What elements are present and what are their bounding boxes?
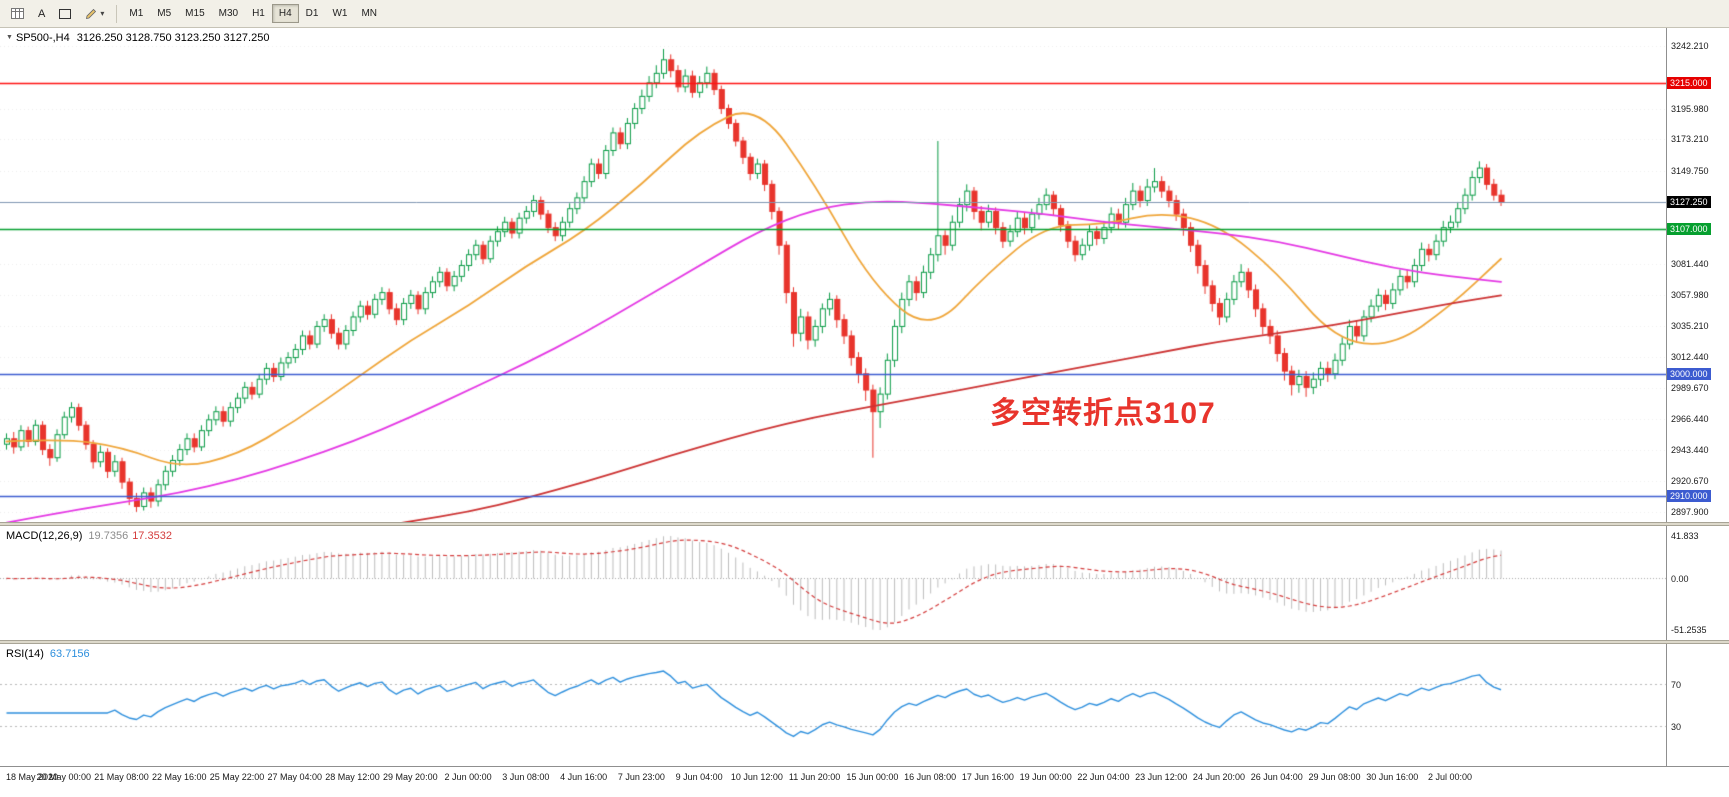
macd-label: MACD(12,26,9) 19.7356 17.3532 <box>6 530 172 542</box>
price-level-badge: 3000.000 <box>1667 367 1711 380</box>
cursor-tool-button[interactable]: A <box>32 5 51 23</box>
rsi-name: RSI(14) <box>6 648 44 660</box>
time-axis-label: 2 Jun 00:00 <box>444 772 492 782</box>
time-axis-label: 22 Jun 04:00 <box>1077 772 1130 782</box>
time-axis-label: 16 Jun 08:00 <box>904 772 957 782</box>
pencil-icon <box>86 8 97 19</box>
time-axis-label: 19 Jun 00:00 <box>1019 772 1072 782</box>
time-axis-label: 26 Jun 04:00 <box>1250 772 1303 782</box>
time-axis-label: 21 May 08:00 <box>94 772 149 782</box>
price-axis[interactable]: 3242.210 3195.980 3173.210 3149.750 3081.440… <box>1666 28 1729 522</box>
price-level-badge: 2910.000 <box>1667 489 1711 502</box>
rsi-level-label: 30 <box>1671 721 1682 732</box>
price-level-badge: 3107.000 <box>1667 222 1711 235</box>
timeframe-m30[interactable]: M30 <box>212 4 245 23</box>
panel-splitter[interactable] <box>0 640 1729 644</box>
time-axis-label: 30 Jun 16:00 <box>1366 772 1419 782</box>
macd-canvas[interactable] <box>0 526 1666 640</box>
time-axis-label: 15 Jun 00:00 <box>846 772 899 782</box>
price-tick: 3195.980 <box>1671 103 1709 114</box>
time-axis-label: 4 Jun 16:00 <box>560 772 608 782</box>
rsi-axis[interactable]: 70 30 <box>1666 644 1729 766</box>
macd-name: MACD(12,26,9) <box>6 530 83 542</box>
windows-grid-icon[interactable] <box>5 5 30 22</box>
price-tick: 2966.440 <box>1671 414 1709 425</box>
price-tick: 2943.440 <box>1671 445 1709 456</box>
main-chart-panel: ▼ SP500-,H4 3126.250 3128.750 3123.250 312… <box>0 28 1729 522</box>
rsi-level-label: 70 <box>1671 679 1682 690</box>
macd-axis[interactable]: 41.833 0.00 -51.2535 <box>1666 526 1729 640</box>
macd-axis-label: 41.833 <box>1671 531 1699 541</box>
price-tick: 3035.210 <box>1671 321 1709 332</box>
draw-tool-button[interactable]: ▾ <box>79 5 110 23</box>
time-axis-label: 3 Jun 08:00 <box>502 772 550 782</box>
time-axis-label: 11 Jun 20:00 <box>788 772 841 782</box>
macd-panel: MACD(12,26,9) 19.7356 17.3532 41.833 0.00 -5… <box>0 526 1729 640</box>
price-tick: 3149.750 <box>1671 166 1709 177</box>
time-axis-label: 2 Jul 00:00 <box>1427 772 1473 782</box>
time-axis[interactable]: 18 May 2020 20 May 00:00 21 May 08:00 22 Ma… <box>0 766 1729 797</box>
toolbar-separator <box>116 4 118 23</box>
timeframe-w1[interactable]: W1 <box>325 4 354 23</box>
rsi-panel: RSI(14) 63.7156 70 30 <box>0 644 1729 766</box>
chart-annotation-text[interactable]: 多空转折点3107 <box>990 397 1216 430</box>
caret-down-icon: ▾ <box>100 9 105 18</box>
time-axis-label: 9 Jun 04:00 <box>675 772 723 782</box>
time-axis-label: 18 May 2020 <box>6 772 59 782</box>
chart-title: ▼ SP500-,H4 3126.250 3128.750 3123.250 312… <box>6 32 269 44</box>
ohlc-values: 3126.250 3128.750 3123.250 3127.250 <box>76 32 270 44</box>
time-axis-label: 28 May 12:00 <box>325 772 380 782</box>
timeframe-d1[interactable]: D1 <box>299 4 326 23</box>
price-tick: 2920.670 <box>1671 476 1709 487</box>
time-axis-label: 25 May 22:00 <box>209 772 265 782</box>
toolbar: A ▾ M1 M5 M15 M30 H1 H4 D1 W1 MN <box>0 0 1729 28</box>
main-chart-canvas[interactable] <box>0 28 1666 522</box>
timeframe-m1[interactable]: M1 <box>122 4 150 23</box>
macd-signal-value: 17.3532 <box>132 530 172 542</box>
rsi-canvas[interactable] <box>0 644 1666 766</box>
macd-main-value: 19.7356 <box>88 530 129 542</box>
price-tick: 3081.440 <box>1671 258 1709 269</box>
time-axis-label: 17 Jun 16:00 <box>961 772 1014 782</box>
symbol-timeframe-label: SP500-,H4 <box>15 32 70 44</box>
macd-axis-label: -51.2535 <box>1671 625 1707 635</box>
time-axis-label: 10 Jun 12:00 <box>730 772 783 782</box>
price-level-badge: 3215.000 <box>1667 76 1711 89</box>
timeframe-m5[interactable]: M5 <box>150 4 178 23</box>
time-axis-label: 29 Jun 08:00 <box>1308 772 1361 782</box>
shape-tool-button[interactable] <box>53 6 77 22</box>
time-axis-label: 23 Jun 12:00 <box>1135 772 1188 782</box>
price-tick: 2989.670 <box>1671 382 1709 393</box>
rsi-label: RSI(14) 63.7156 <box>6 648 90 660</box>
time-axis-label: 29 May 20:00 <box>383 772 438 782</box>
rectangle-icon <box>59 8 72 19</box>
time-axis-label: 27 May 04:00 <box>267 772 323 782</box>
rsi-value: 63.7156 <box>49 648 90 660</box>
time-axis-label: 7 Jun 23:00 <box>617 772 665 782</box>
price-tick: 3057.980 <box>1671 290 1709 301</box>
timeframe-h1[interactable]: H1 <box>245 4 272 23</box>
price-tick: 3242.210 <box>1671 41 1709 51</box>
price-tick: 3173.210 <box>1671 134 1709 145</box>
timeframe-mn[interactable]: MN <box>354 4 384 23</box>
time-axis-label: 20 May 00:00 <box>36 772 92 782</box>
price-tick: 3012.440 <box>1671 351 1709 362</box>
price-level-badge: 3127.250 <box>1667 195 1711 208</box>
time-axis-label: 22 May 16:00 <box>151 772 207 782</box>
macd-axis-label: 0.00 <box>1671 573 1689 584</box>
chart-title-marker-icon[interactable]: ▼ <box>6 34 13 41</box>
time-axis-label: 24 Jun 20:00 <box>1192 772 1245 782</box>
timeframe-m15[interactable]: M15 <box>178 4 211 23</box>
panel-splitter[interactable] <box>0 522 1729 526</box>
timeframe-h4[interactable]: H4 <box>271 4 299 23</box>
price-tick: 2897.900 <box>1671 507 1709 517</box>
